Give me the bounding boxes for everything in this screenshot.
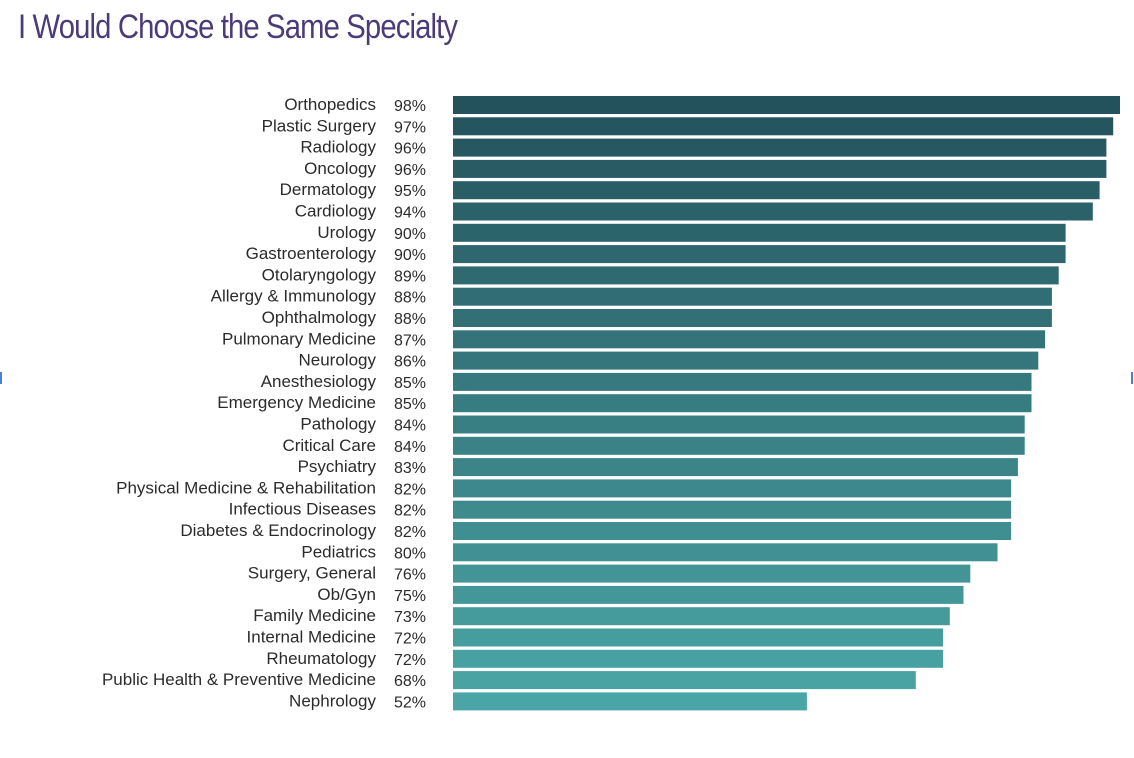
- bar-6: [453, 202, 1093, 221]
- bar-27: [453, 649, 943, 668]
- category-label: Plastic Surgery: [262, 116, 377, 135]
- category-label: Dermatology: [280, 180, 377, 199]
- category-label: Ob/Gyn: [317, 585, 376, 604]
- value-label: 98%: [394, 98, 426, 115]
- category-labels: Orthopedics Plastic Surgery Radiology Oncol…: [102, 95, 377, 710]
- bar-20: [453, 500, 1012, 519]
- value-label: 68%: [394, 673, 426, 690]
- category-label: Pulmonary Medicine: [222, 329, 376, 348]
- value-label: 82%: [394, 503, 426, 520]
- category-label: Urology: [317, 223, 376, 242]
- value-label: 89%: [394, 268, 426, 285]
- bar-12: [453, 330, 1046, 349]
- category-label: Pathology: [300, 415, 376, 434]
- value-label: 90%: [394, 226, 426, 243]
- value-label: 96%: [394, 162, 426, 179]
- category-label: Anesthesiology: [261, 372, 377, 391]
- bar-2: [453, 117, 1114, 136]
- bar-24: [453, 585, 964, 604]
- value-label: 85%: [394, 375, 426, 392]
- bar-7: [453, 223, 1066, 242]
- value-label: 72%: [394, 652, 426, 669]
- bar-3: [453, 138, 1107, 157]
- bar-16: [453, 415, 1025, 434]
- value-label: 97%: [394, 119, 426, 136]
- value-label: 73%: [394, 609, 426, 626]
- bar-25: [453, 607, 950, 626]
- category-label: Allergy & Immunology: [211, 287, 377, 306]
- category-label: Family Medicine: [253, 606, 376, 625]
- value-label: 88%: [394, 290, 426, 307]
- bar-10: [453, 287, 1052, 306]
- category-label: Orthopedics: [284, 95, 376, 114]
- bar-17: [453, 436, 1025, 455]
- bar-19: [453, 479, 1012, 498]
- value-label: 82%: [394, 524, 426, 541]
- value-label: 85%: [394, 396, 426, 413]
- category-label: Emergency Medicine: [217, 393, 376, 412]
- category-label: Pediatrics: [301, 542, 376, 561]
- bar-14: [453, 372, 1032, 391]
- value-label: 94%: [394, 205, 426, 222]
- left-edge-marker: [0, 372, 2, 384]
- value-label: 83%: [394, 460, 426, 477]
- bar-18: [453, 458, 1018, 477]
- value-label: 80%: [394, 545, 426, 562]
- bar-9: [453, 266, 1059, 285]
- value-label: 76%: [394, 567, 426, 584]
- value-label: 87%: [394, 332, 426, 349]
- category-label: Cardiology: [295, 202, 377, 221]
- category-label: Psychiatry: [298, 457, 377, 476]
- value-label: 82%: [394, 481, 426, 498]
- value-label: 86%: [394, 354, 426, 371]
- category-label: Ophthalmology: [262, 308, 377, 327]
- bar-15: [453, 394, 1032, 413]
- bar-26: [453, 628, 943, 647]
- bar-23: [453, 564, 971, 583]
- value-label: 84%: [394, 439, 426, 456]
- category-label: Gastroenterology: [246, 244, 377, 263]
- category-label: Physical Medicine & Rehabilitation: [116, 478, 376, 497]
- category-label: Radiology: [300, 138, 376, 157]
- category-label: Rheumatology: [266, 649, 376, 668]
- category-label: Otolaryngology: [262, 265, 377, 284]
- category-label: Oncology: [304, 159, 376, 178]
- bar-29: [453, 692, 807, 711]
- category-label: Public Health & Preventive Medicine: [102, 670, 376, 689]
- bar-28: [453, 671, 916, 690]
- bars-layer: [453, 96, 1120, 711]
- category-label: Nephrology: [289, 691, 376, 710]
- bar-22: [453, 543, 998, 562]
- bar-13: [453, 351, 1039, 370]
- bar-5: [453, 181, 1100, 200]
- category-label: Neurology: [299, 351, 377, 370]
- value-labels: 98% 97% 96% 96% 95% 94% 90% 90% 89% 88% 88% 87% 86% 8…: [394, 98, 426, 711]
- value-label: 96%: [394, 141, 426, 158]
- value-label: 84%: [394, 418, 426, 435]
- bar-8: [453, 245, 1066, 264]
- bar-21: [453, 522, 1012, 540]
- category-label: Infectious Diseases: [229, 500, 376, 519]
- bar-11: [453, 309, 1052, 327]
- bar-4: [453, 159, 1107, 178]
- value-label: 95%: [394, 183, 426, 200]
- value-label: 72%: [394, 631, 426, 648]
- category-label: Critical Care: [282, 436, 376, 455]
- chart-title: I Would Choose the Same Specialty: [18, 8, 458, 46]
- right-edge-marker: [1131, 372, 1133, 384]
- category-label: Internal Medicine: [247, 628, 376, 647]
- value-label: 52%: [394, 694, 426, 711]
- category-label: Diabetes & Endocrinology: [180, 521, 376, 540]
- value-label: 88%: [394, 311, 426, 328]
- bar-1: [453, 96, 1120, 114]
- category-label: Surgery, General: [248, 564, 376, 583]
- value-label: 90%: [394, 247, 426, 264]
- value-label: 75%: [394, 588, 426, 605]
